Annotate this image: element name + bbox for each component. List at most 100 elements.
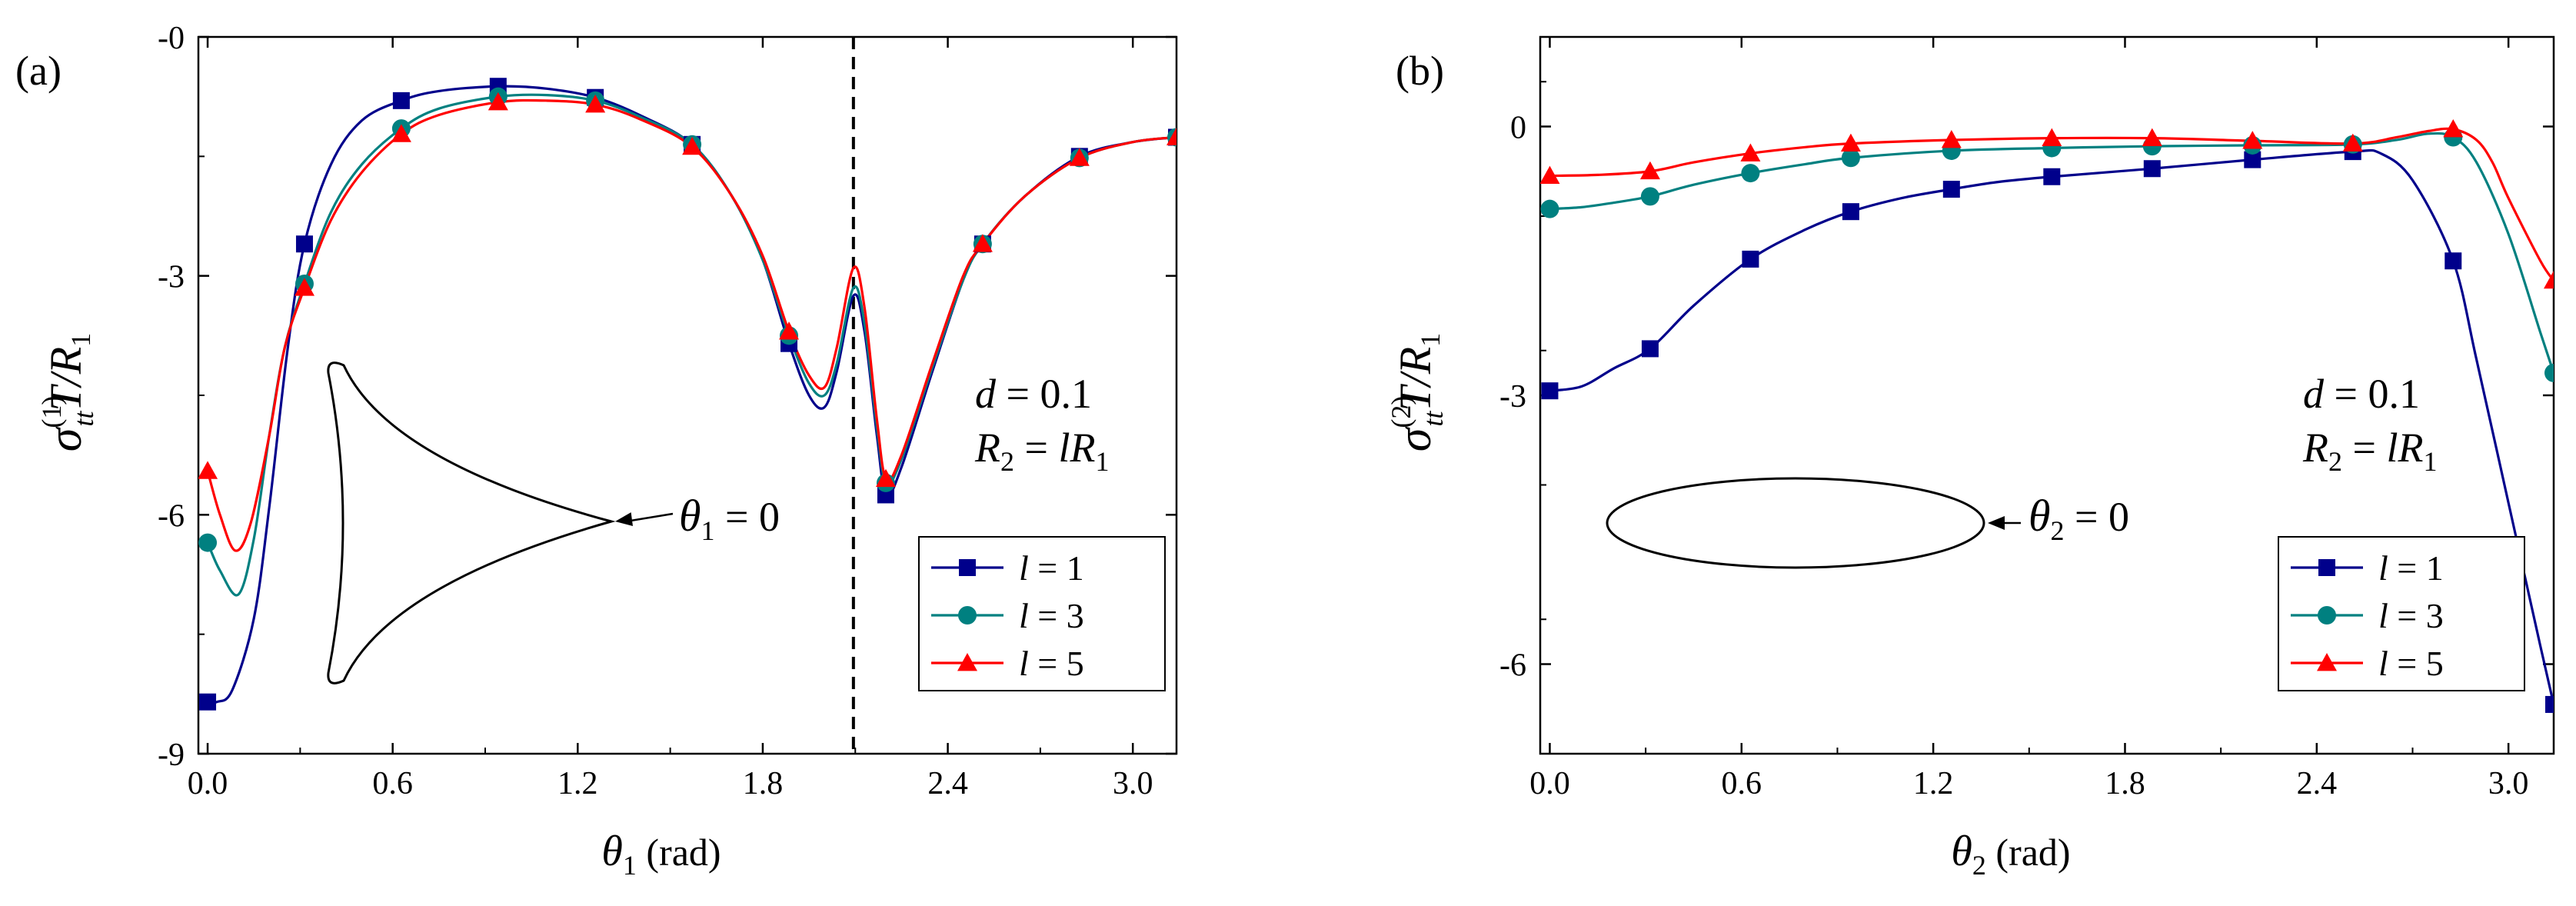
data-point-triangle — [488, 92, 508, 111]
data-point-triangle — [779, 321, 800, 340]
legend-marker-triangle — [2317, 653, 2337, 671]
data-point-triangle — [2142, 128, 2162, 147]
data-point-triangle — [391, 124, 411, 142]
data-point-circle — [1741, 164, 1760, 183]
x-tick-label: 2.4 — [2297, 766, 2338, 801]
annotation-r: R2 = lR1 — [974, 425, 1109, 477]
x-tick-label: 1.2 — [1913, 766, 1954, 801]
panel-label: (a) — [15, 48, 62, 94]
series-line-l1 — [1549, 148, 2554, 705]
data-point-square — [1541, 382, 1559, 400]
data-point-triangle — [1639, 161, 1660, 180]
data-point-circle — [1841, 148, 1860, 168]
y-tick-label: 0 — [1510, 111, 1526, 146]
legend-label: l = 3 — [1019, 596, 1084, 635]
data-point-triangle — [1840, 133, 1861, 152]
x-tick-label: 3.0 — [2488, 766, 2529, 801]
data-point-circle — [2544, 363, 2554, 382]
data-point-triangle — [2242, 131, 2263, 149]
data-point-triangle — [1069, 148, 1090, 166]
data-point-triangle — [1941, 129, 1962, 148]
plot-area — [198, 78, 1177, 711]
x-tick-label: 2.4 — [927, 766, 968, 801]
data-point-triangle — [972, 234, 993, 252]
data-point-triangle — [198, 461, 218, 479]
data-point-triangle — [2342, 133, 2363, 152]
x-tick-label: 1.8 — [743, 766, 784, 801]
data-point-circle — [1540, 199, 1559, 218]
data-point-square — [392, 92, 410, 109]
annotation-d: d = 0.1 — [975, 371, 1092, 417]
series-line-l3 — [1549, 132, 2554, 374]
legend: l = 1 l = 3 l = 5 — [2278, 536, 2525, 691]
y-axis-title: σ(2)ttT/R1 — [1386, 333, 1449, 451]
y-tick-label: -0 — [158, 21, 185, 56]
data-point-square — [1641, 340, 1659, 358]
series-line-l5 — [206, 98, 1177, 552]
legend-label: l = 5 — [2378, 644, 2444, 683]
data-point-triangle — [1740, 143, 1761, 162]
data-point-circle — [1640, 187, 1659, 206]
x-tick-label: 0.0 — [188, 766, 228, 801]
y-tick-label: -3 — [158, 260, 185, 295]
panel-label: (b) — [1396, 48, 1444, 94]
legend-marker-circle — [958, 606, 977, 625]
legend-label: l = 1 — [2378, 548, 2444, 588]
x-tick-label: 0.0 — [1529, 766, 1570, 801]
y-tick-label: -9 — [158, 738, 185, 773]
series-line-l5 — [1549, 127, 2554, 281]
data-point-triangle — [2042, 128, 2062, 147]
data-point-square — [199, 693, 217, 711]
data-point-square — [2143, 160, 2161, 178]
legend-label: l = 1 — [1019, 548, 1084, 588]
inset-ellipse-shape — [1606, 477, 1985, 569]
data-point-triangle — [2544, 270, 2554, 289]
arrow-head — [1988, 516, 2005, 530]
data-point-triangle — [1540, 165, 1560, 184]
data-point-square — [1842, 203, 1859, 221]
y-tick-label: -3 — [1499, 379, 1526, 415]
x-tick-label: 1.2 — [557, 766, 598, 801]
legend-marker-square — [959, 559, 976, 576]
y-tick-label: -6 — [158, 498, 185, 534]
data-point-triangle — [1167, 127, 1177, 145]
x-tick-label: 0.6 — [1722, 766, 1762, 801]
data-point-square — [2545, 695, 2554, 713]
plot-area — [1540, 118, 2554, 713]
x-tick-label: 0.6 — [372, 766, 413, 801]
x-axis-title: θ2 (rad) — [1951, 828, 2070, 881]
data-point-square — [2043, 168, 2061, 185]
inset-triangle-shape — [327, 361, 616, 684]
data-point-square — [2445, 252, 2462, 270]
annotation-arrow — [625, 512, 674, 523]
data-point-triangle — [585, 95, 606, 113]
y-tick-label: -6 — [1499, 648, 1526, 684]
legend-marker-circle — [2318, 606, 2336, 625]
annotation-theta: θ2 = 0 — [2029, 491, 2129, 546]
data-point-square — [2244, 151, 2261, 168]
annotation-d: d = 0.1 — [2303, 371, 2420, 417]
x-axis-title: θ1 (rad) — [601, 828, 721, 881]
legend-label: l = 3 — [2378, 596, 2444, 635]
data-point-triangle — [875, 468, 896, 488]
data-point-triangle — [682, 136, 703, 155]
legend-label: l = 5 — [1019, 644, 1084, 683]
panel-b: 0.0 0.6 1.2 1.8 2.4 3.0 -6 -3 0 (b) θ2 (rad) σ(2)tt… — [1386, 35, 2555, 881]
legend: l = 1 l = 3 l = 5 — [918, 536, 1166, 691]
arrow-head — [615, 512, 633, 527]
x-tick-label: 1.8 — [2105, 766, 2145, 801]
annotation-r: R2 = lR1 — [2302, 425, 2437, 477]
data-point-square — [295, 235, 313, 253]
data-point-square — [1942, 181, 1960, 198]
y-axis-title: σ(1)ttT/R1 — [36, 333, 99, 451]
panel-a: 0.0 0.6 1.2 1.8 2.4 3.0 -9 -6 -3 -0 (a) θ1 (rad) σ(1… — [15, 21, 1178, 881]
data-point-triangle — [2443, 118, 2464, 138]
data-point-square — [1742, 250, 1759, 268]
legend-marker-square — [2318, 559, 2335, 576]
annotation-theta: θ1 = 0 — [679, 491, 780, 546]
data-point-triangle — [294, 278, 315, 296]
x-tick-label: 3.0 — [1113, 766, 1153, 801]
legend-marker-triangle — [957, 653, 977, 671]
data-point-circle — [198, 533, 218, 552]
